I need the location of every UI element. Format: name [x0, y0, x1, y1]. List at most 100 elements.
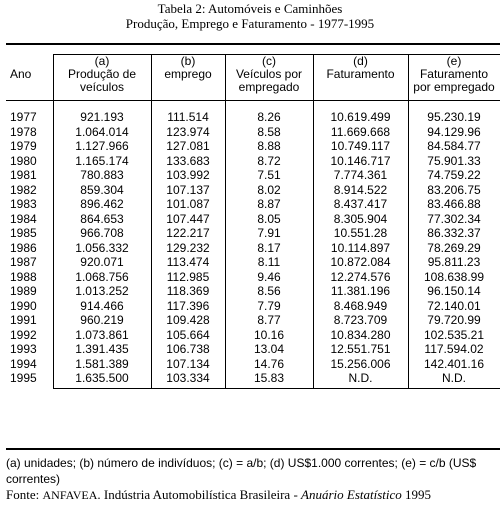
cell-ano: 1993: [10, 342, 37, 356]
header-veiculos-por-empregado: (c) Veículos por empregado: [224, 54, 314, 101]
table-cell: 79.720.99: [407, 313, 500, 328]
cell-ano: 1990: [10, 298, 37, 313]
table-cell: 95.230.19: [407, 100, 500, 125]
table-cell: 72.140.01: [407, 298, 500, 313]
table-cell: 10.114.897: [312, 240, 409, 255]
table-cell: 75.901.33: [407, 153, 500, 168]
cell-ano: 1995: [10, 371, 37, 386]
table-cell: 83.466.88: [407, 197, 500, 212]
table-cell: 108.638.99: [407, 269, 500, 284]
table-row: 1978 1.064.014 123.974 8.58 11.669.668 94.129…: [6, 124, 500, 139]
header-faturamento: (d) Faturamento: [312, 54, 409, 101]
table-cell: 13.04: [224, 342, 314, 357]
table-cell: 107.134: [150, 356, 226, 371]
table-cell: 109.428: [150, 313, 226, 328]
cell-ano: 1977: [10, 110, 37, 124]
table-cell: 95.811.23: [407, 255, 500, 270]
table-body: 1977 921.193 111.514 8.26 10.619.499 95.230.1…: [6, 100, 500, 389]
table-row: 1990 914.466 117.396 7.79 8.468.949 72.140.01: [6, 298, 500, 313]
table-cell: 86.332.37: [407, 226, 500, 241]
cell-ano: 1984: [10, 211, 37, 226]
table-cell: 10.146.717: [312, 153, 409, 168]
table-row: 1989 1.013.252 118.369 8.56 11.381.196 96.150…: [6, 284, 500, 299]
table-cell: 1.635.500: [52, 371, 152, 389]
table-cell: 15.256.006: [312, 356, 409, 371]
table-cell: 117.396: [150, 298, 226, 313]
table-cell: 920.071: [52, 255, 152, 270]
table-caption-title: Tabela 2: Automóveis e Caminhões: [157, 1, 343, 16]
table-cell: 864.653: [52, 211, 152, 226]
table-cell: 78.269.29: [407, 240, 500, 255]
table-cell: 10.749.117: [312, 139, 409, 154]
table-cell: 83.206.75: [407, 182, 500, 197]
table-cell: 1.013.252: [52, 284, 152, 299]
table-cell: 8.305.904: [312, 211, 409, 226]
table-cell: 12.551.751: [312, 342, 409, 357]
bottom-rule: [6, 448, 500, 450]
table-cell: 1.056.332: [52, 240, 152, 255]
table-cell: 123.974: [150, 124, 226, 139]
table-cell: 8.88: [224, 139, 314, 154]
header-faturamento-por-empregado: (e) Faturamento por empregado: [407, 54, 500, 101]
table-cell: 8.56: [224, 284, 314, 299]
table-cell: 117.594.02: [407, 342, 500, 357]
cell-ano: 1980: [10, 153, 37, 168]
cell-ano: 1989: [10, 284, 37, 298]
cell-ano: 1981: [10, 168, 37, 182]
table-cell: 103.992: [150, 168, 226, 183]
table-cell: 84.584.77: [407, 139, 500, 154]
table-caption-subtitle: Produção, Emprego e Faturamento - 1977-1…: [125, 16, 375, 31]
cell-ano: 1987: [10, 255, 37, 269]
header-row: Ano (a) Produção de veículos (b) emprego…: [6, 54, 500, 101]
table-row: 1991 960.219 109.428 8.77 8.723.709 79.720.99: [6, 313, 500, 328]
table-cell: 8.723.709: [312, 313, 409, 328]
table-cell: 1.581.389: [52, 356, 152, 371]
cell-ano: 1979: [10, 139, 37, 153]
cell-ano: 1986: [10, 240, 37, 255]
table-cell: 10.834.280: [312, 327, 409, 342]
table-cell: 1.073.861: [52, 327, 152, 342]
table-cell: N.D.: [407, 371, 500, 389]
cell-ano: 1985: [10, 226, 37, 240]
table-cell: 8.437.417: [312, 197, 409, 212]
table-cell: 10.619.499: [312, 100, 409, 125]
table-cell: 103.334: [150, 371, 226, 389]
table-cell: 118.369: [150, 284, 226, 299]
cell-ano: 1991: [10, 313, 37, 327]
table-row: 1983 896.462 101.087 8.87 8.437.417 83.466.88: [6, 197, 500, 212]
table-cell: 8.17: [224, 240, 314, 255]
table-row: 1981 780.883 103.992 7.51 7.774.361 74.759.22: [6, 168, 500, 183]
table-cell: 77.302.34: [407, 211, 500, 226]
table-cell: 7.91: [224, 226, 314, 241]
table-cell: 896.462: [52, 197, 152, 212]
table-cell: 107.447: [150, 211, 226, 226]
table-cell: 8.26: [224, 100, 314, 125]
table-cell: 74.759.22: [407, 168, 500, 183]
table-cell: 8.02: [224, 182, 314, 197]
table-row: 1979 1.127.966 127.081 8.88 10.749.117 84.584…: [6, 139, 500, 154]
table-cell: 112.985: [150, 269, 226, 284]
table-cell: 129.232: [150, 240, 226, 255]
cell-ano: 1983: [10, 197, 37, 211]
table-row: 1995 1.635.500 103.334 15.83 N.D. N.D.: [6, 371, 500, 389]
source-org: ANFAVEA: [42, 488, 98, 502]
table-cell: 859.304: [52, 182, 152, 197]
table-cell: 105.664: [150, 327, 226, 342]
table-notes: (a) unidades; (b) número de indivíduos; …: [6, 456, 477, 486]
table-cell: 8.05: [224, 211, 314, 226]
table-cell: 15.83: [224, 371, 314, 389]
table-cell: 1.064.014: [52, 124, 152, 139]
table-cell: 7.51: [224, 168, 314, 183]
table-cell: 113.474: [150, 255, 226, 270]
top-rule: [6, 43, 500, 45]
table-cell: 1.068.756: [52, 269, 152, 284]
table-row: 1987 920.071 113.474 8.11 10.872.084 95.811.2…: [6, 255, 500, 270]
table-cell: 780.883: [52, 168, 152, 183]
data-table: Ano (a) Produção de veículos (b) emprego…: [6, 54, 500, 389]
table-cell: 8.77: [224, 313, 314, 328]
table-cell: 10.16: [224, 327, 314, 342]
table-source: Fonte: ANFAVEA. Indústria Automobilístic…: [6, 487, 432, 502]
table-row: 1992 1.073.861 105.664 10.16 10.834.280 102.5…: [6, 327, 500, 342]
table-cell: 9.46: [224, 269, 314, 284]
